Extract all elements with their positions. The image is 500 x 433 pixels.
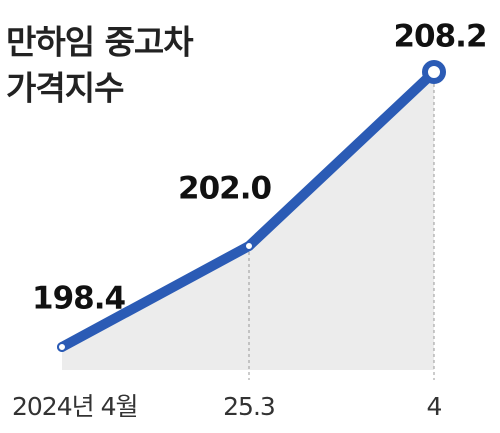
x-tick-label: 4: [427, 392, 442, 421]
x-tick-label: 25.3: [223, 392, 275, 421]
value-label: 198.4: [32, 281, 125, 317]
area: [62, 72, 434, 370]
chart-title: 가격지수: [6, 69, 124, 108]
chart-title: 만하임 중고차: [6, 23, 194, 62]
marker: [57, 342, 67, 352]
value-label: 208.2: [393, 19, 486, 55]
marker: [244, 240, 254, 251]
marker: [422, 60, 446, 84]
x-tick-label: 2024년 4월: [12, 392, 137, 421]
value-label: 202.0: [178, 171, 271, 207]
